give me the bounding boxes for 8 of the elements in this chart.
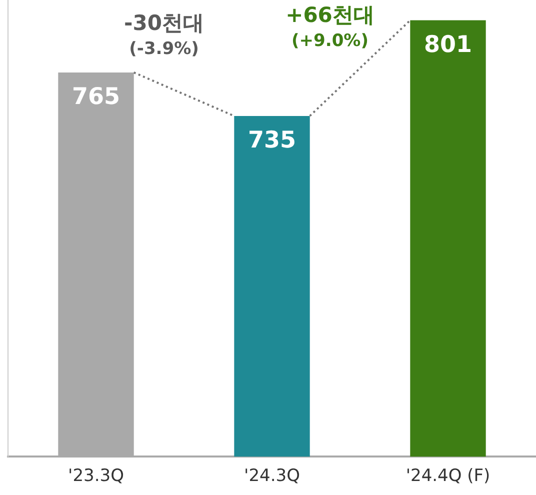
data-label: 735 xyxy=(248,127,296,154)
x-tick-label: '24.4Q (F) xyxy=(406,466,490,486)
annotation: -30천대 (-3.9%) xyxy=(124,10,204,59)
data-label: 765 xyxy=(72,84,120,110)
data-label: 801 xyxy=(424,32,472,58)
x-tick-label: '23.3Q xyxy=(68,466,124,486)
annotation: +66천대 (+9.0%) xyxy=(286,2,374,51)
x-tick-label: '24.3Q xyxy=(244,466,300,486)
